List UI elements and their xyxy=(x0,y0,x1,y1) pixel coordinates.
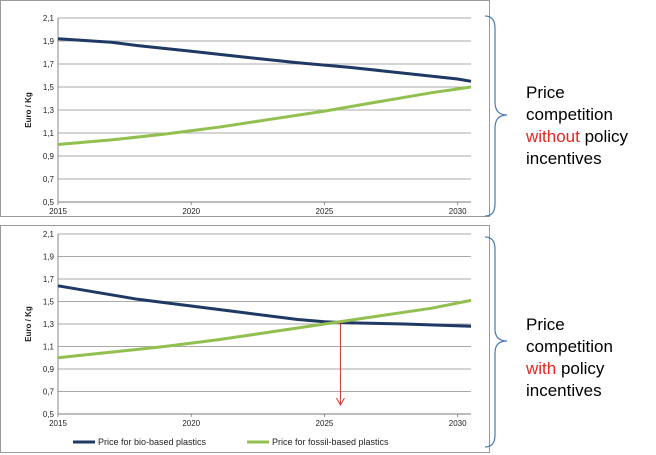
series-line-fossil-based xyxy=(57,85,472,146)
caption-line: Price xyxy=(526,83,565,102)
x-tick-label: 2025 xyxy=(316,419,334,428)
brace-top xyxy=(484,15,508,217)
y-axis-label: Euro / Kg xyxy=(24,92,33,128)
x-tick-label: 2030 xyxy=(449,419,467,428)
y-tick-label: 2,1 xyxy=(43,230,55,239)
x-tick-label: 2020 xyxy=(182,419,200,428)
x-tick-label: 2020 xyxy=(182,207,200,216)
caption-line: without policy xyxy=(526,126,628,148)
chart-without-incentives-svg: 0,5 0,7 0,9 1,1 1,3 1,5 1,7 1,9 2,1 2015 2020 2025 2… xyxy=(24,14,472,216)
caption-without-incentives: Price competition without policy incenti… xyxy=(526,82,628,170)
x-tick-label: 2015 xyxy=(49,419,67,428)
y-tick-label: 1,7 xyxy=(43,275,55,284)
series-line-fossil-based xyxy=(57,298,472,360)
x-tick-label: 2030 xyxy=(449,207,467,216)
brace-bottom xyxy=(484,236,508,448)
y-tick-label: 0,9 xyxy=(43,365,55,374)
annotation-arrow-head xyxy=(336,397,345,407)
y-tick-label: 0,5 xyxy=(43,410,55,419)
y-tick-label: 2,1 xyxy=(43,14,55,23)
series-line-bio-based xyxy=(57,37,472,83)
chart-with-incentives-svg: 0,5 0,7 0,9 1,1 1,3 1,5 1,7 1,9 2,1 2015 2020 2025 2… xyxy=(24,230,472,447)
caption-line: incentives xyxy=(526,149,602,168)
caption-highlight: with xyxy=(526,359,557,378)
legend: Price for bio-based plastics Price for fo… xyxy=(73,437,389,447)
caption-rest: policy xyxy=(556,359,605,378)
x-tick-label: 2015 xyxy=(49,207,67,216)
series-line-bio-based xyxy=(57,284,472,328)
y-tick-label: 1,9 xyxy=(43,253,55,262)
y-tick-label: 0,7 xyxy=(43,388,55,397)
x-tick-label: 2025 xyxy=(316,207,334,216)
chart-without-incentives: 0,5 0,7 0,9 1,1 1,3 1,5 1,7 1,9 2,1 2015 2020 2025 2… xyxy=(0,0,490,217)
y-tick-label: 1,3 xyxy=(43,320,55,329)
legend-label-fossil-based: Price for fossil-based plastics xyxy=(272,437,389,447)
y-tick-label: 1,5 xyxy=(43,298,55,307)
caption-line: competition xyxy=(526,105,613,124)
y-tick-label: 0,5 xyxy=(43,198,55,207)
y-axis-label: Euro / Kg xyxy=(24,306,33,342)
y-tick-label: 1,7 xyxy=(43,60,55,69)
caption-line: with policy xyxy=(526,358,613,380)
y-tick-label: 1,1 xyxy=(43,343,55,352)
y-tick-label: 1,9 xyxy=(43,37,55,46)
y-tick-label: 1,1 xyxy=(43,129,55,138)
caption-line: competition xyxy=(526,337,613,356)
y-tick-label: 0,7 xyxy=(43,175,55,184)
y-tick-label: 1,3 xyxy=(43,106,55,115)
caption-line: Price xyxy=(526,315,565,334)
caption-line: incentives xyxy=(526,381,602,400)
legend-label-bio-based: Price for bio-based plastics xyxy=(98,437,207,447)
caption-highlight: without xyxy=(526,127,580,146)
y-tick-label: 0,9 xyxy=(43,152,55,161)
caption-with-incentives: Price competition with policy incentives xyxy=(526,314,613,402)
caption-rest: policy xyxy=(579,127,629,146)
chart-with-incentives: 0,5 0,7 0,9 1,1 1,3 1,5 1,7 1,9 2,1 2015 2020 2025 2… xyxy=(0,225,490,453)
y-tick-label: 1,5 xyxy=(43,83,55,92)
